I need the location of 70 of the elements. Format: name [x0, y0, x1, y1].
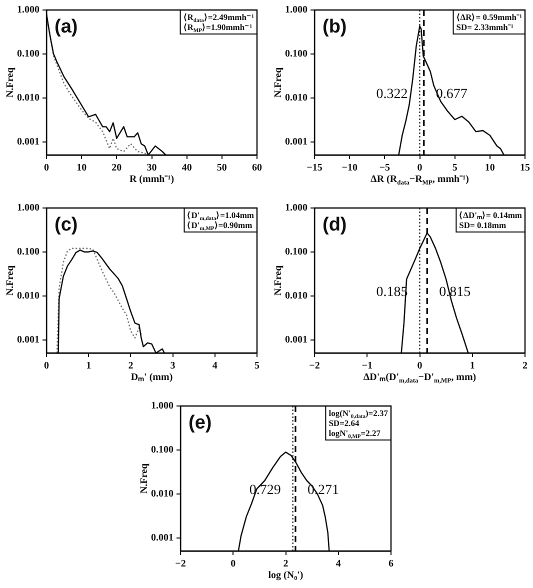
x-tick-label: 6 — [388, 558, 394, 570]
y-tick-label: 0.010 — [285, 92, 308, 104]
x-tick-label: 10 — [484, 162, 495, 174]
annotation: SD=2.64 — [328, 418, 360, 428]
y-tick-label: 0.001 — [17, 334, 40, 346]
x-tick-label: −10 — [342, 162, 358, 174]
x-tick-label: 4 — [336, 558, 341, 570]
y-tick-label: 0.100 — [17, 246, 40, 258]
x-tick-label: 2 — [128, 360, 134, 372]
annotation: SD= 2.33mmh⁻¹ — [456, 22, 514, 32]
x-tick-label: 2 — [522, 360, 528, 372]
x-tick-label: 20 — [112, 162, 122, 174]
annotation: (a) — [54, 16, 78, 38]
x-tick-label: 0 — [230, 558, 236, 570]
x-tick-label: −1 — [362, 360, 372, 372]
y-axis-title: N.Freq — [5, 67, 16, 98]
x-tick-label: 50 — [216, 162, 227, 174]
y-tick-label: 0.001 — [285, 136, 308, 148]
annotation: (e) — [188, 412, 212, 434]
y-tick-label: 0.100 — [285, 48, 308, 60]
x-tick-label: −5 — [379, 162, 390, 174]
x-tick-label: −15 — [306, 162, 322, 174]
y-axis-title: N.Freq — [5, 265, 16, 296]
annotation: SD= 0.18mm — [459, 220, 506, 230]
y-tick-label: 0.100 — [17, 48, 40, 60]
y-tick-label: 0.001 — [285, 334, 308, 346]
y-tick-label: 1.000 — [285, 202, 308, 214]
y-tick-label: 0.010 — [151, 488, 174, 500]
y-tick-label: 0.010 — [17, 290, 40, 302]
x-tick-label: 1 — [86, 360, 92, 372]
x-axis-title: log (N₀') — [268, 570, 304, 581]
y-tick-label: 1.000 — [151, 400, 174, 412]
y-tick-label: 0.100 — [151, 444, 174, 456]
x-tick-label: 40 — [182, 162, 192, 174]
x-tick-label: 0 — [417, 162, 422, 174]
y-tick-label: 0.010 — [17, 92, 40, 104]
y-tick-label: 0.001 — [151, 532, 174, 544]
y-tick-label: 0.100 — [285, 246, 308, 258]
x-tick-label: −2 — [175, 558, 186, 570]
x-tick-label: 0 — [44, 360, 49, 372]
x-axis-title: Dₘ' (mm) — [130, 372, 173, 383]
y-tick-label: 1.000 — [17, 4, 40, 16]
y-tick-label: 0.001 — [17, 136, 40, 148]
x-tick-label: 0 — [417, 360, 422, 372]
line-series — [56, 248, 142, 353]
x-tick-label: 4 — [212, 360, 218, 372]
y-axis-title: N.Freq — [139, 463, 150, 494]
x-tick-label: 2 — [283, 558, 288, 570]
x-tick-label: 15 — [520, 162, 530, 174]
x-tick-label: 60 — [252, 162, 262, 174]
y-tick-label: 1.000 — [17, 202, 40, 214]
annotation: ⟨ΔR⟩= 0.59mmh⁻¹ — [456, 12, 522, 22]
x-tick-label: 3 — [170, 360, 176, 372]
y-axis-title: N.Freq — [273, 67, 284, 98]
annotation: (c) — [54, 214, 78, 236]
annotation: (d) — [322, 214, 347, 236]
x-tick-label: 5 — [452, 162, 458, 174]
x-tick-label: 30 — [146, 162, 157, 174]
x-tick-label: 5 — [254, 360, 260, 372]
x-tick-label: −2 — [309, 360, 320, 372]
y-axis-title: N.Freq — [273, 265, 284, 296]
annotation: ⟨ΔD'ₘ⟩= 0.14mm — [459, 210, 522, 220]
y-tick-label: 1.000 — [285, 4, 308, 16]
annotation: 0.322 — [376, 86, 408, 102]
x-tick-label: 1 — [470, 360, 475, 372]
x-axis-title: R (mmh⁻¹) — [129, 174, 174, 185]
x-tick-label: 10 — [76, 162, 87, 174]
y-tick-label: 0.010 — [285, 290, 308, 302]
annotation: (b) — [322, 16, 347, 38]
x-tick-label: 0 — [44, 162, 49, 174]
